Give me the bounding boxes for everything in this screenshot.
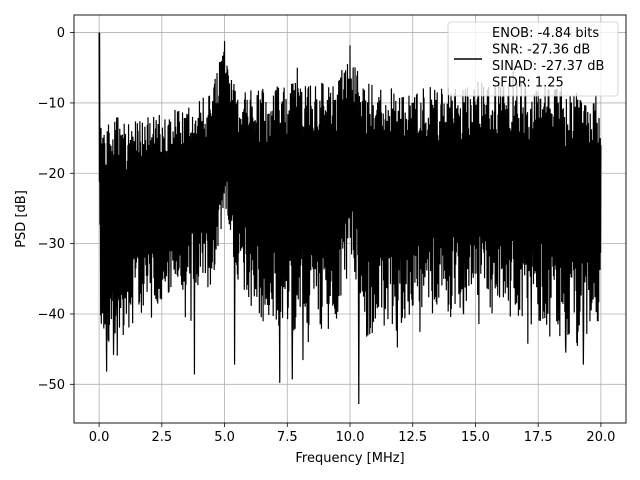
legend-snr: SNR: -27.36 dB xyxy=(492,43,590,58)
x-axis-ticks: 0.0 2.5 5.0 7.5 10.0 12.5 15.0 17.5 20.0 xyxy=(89,423,615,445)
legend-sinad: SINAD: -27.37 dB xyxy=(492,59,604,74)
y-axis-ticks: 0 −10 −20 −30 −40 −50 xyxy=(38,26,74,393)
legend-sfdr: SFDR: 1.25 xyxy=(492,76,564,91)
y-tick-label: 0 xyxy=(57,26,65,41)
psd-series-line xyxy=(98,32,602,405)
y-tick-label: −30 xyxy=(38,237,65,252)
x-tick-label: 5.0 xyxy=(214,430,235,445)
x-tick-label: 20.0 xyxy=(586,430,615,445)
x-tick-label: 12.5 xyxy=(398,430,427,445)
y-tick-label: −20 xyxy=(38,167,65,182)
legend: ENOB: -4.84 bits SNR: -27.36 dB SINAD: -… xyxy=(447,21,619,97)
x-axis-label: Frequency [MHz] xyxy=(295,451,404,466)
x-tick-label: 15.0 xyxy=(461,430,490,445)
y-axis-label: PSD [dB] xyxy=(14,190,29,248)
y-tick-label: −10 xyxy=(38,96,65,111)
y-tick-label: −40 xyxy=(38,307,65,322)
x-tick-label: 17.5 xyxy=(524,430,553,445)
legend-box xyxy=(447,21,619,97)
y-tick-label: −50 xyxy=(38,378,65,393)
x-tick-label: 2.5 xyxy=(151,430,172,445)
x-tick-label: 7.5 xyxy=(277,430,298,445)
x-tick-label: 0.0 xyxy=(89,430,110,445)
x-tick-label: 10.0 xyxy=(336,430,365,445)
legend-enob: ENOB: -4.84 bits xyxy=(492,26,599,41)
plot-area xyxy=(98,32,602,405)
